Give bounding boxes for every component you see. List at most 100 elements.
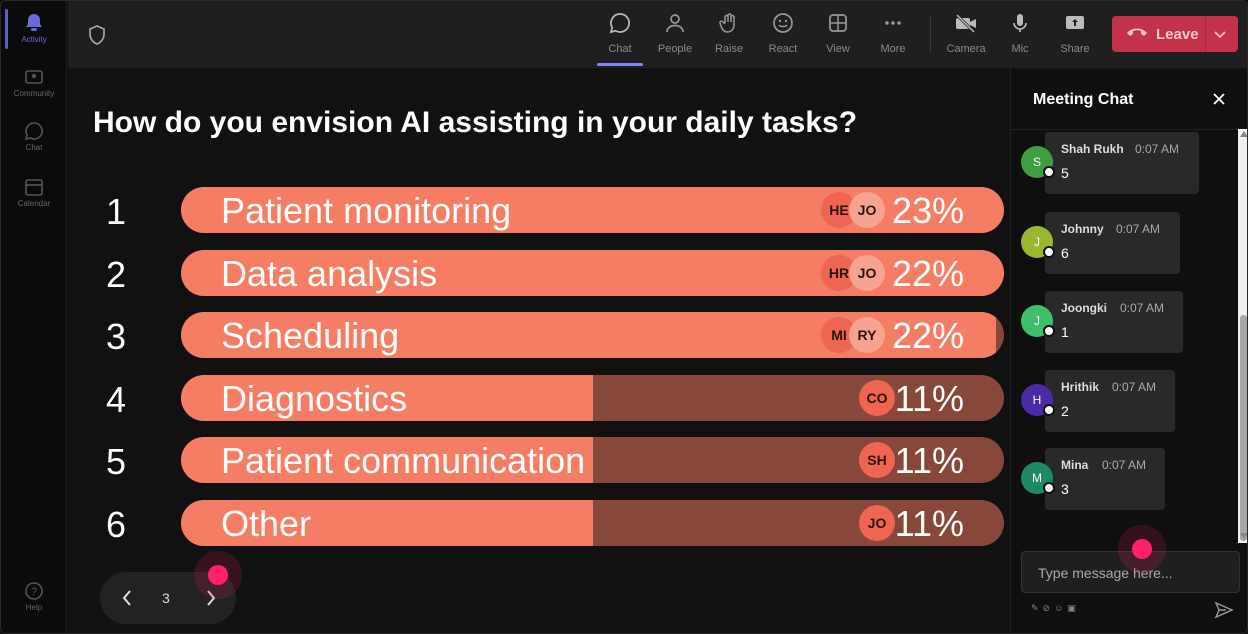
toolbar-react-button[interactable]: React xyxy=(758,11,808,61)
voter-avatar: JO xyxy=(859,505,895,541)
voter-avatar: HE xyxy=(821,192,857,228)
page-number: 3 xyxy=(162,590,170,606)
help-icon: ? xyxy=(24,581,44,601)
attach-icon[interactable]: ⊘ xyxy=(1042,603,1051,613)
poll-stage: How do you envision AI assisting in your… xyxy=(68,69,1010,633)
chat-icon xyxy=(24,121,44,141)
active-indicator xyxy=(5,9,8,49)
message-text: 6 xyxy=(1061,245,1069,261)
message-bubble: Shah Rukh 0:07 AM 5 xyxy=(1045,132,1199,194)
pointer-highlight xyxy=(1132,539,1152,559)
poll-option-label: Scheduling xyxy=(221,315,400,356)
poll-option-number: 3 xyxy=(106,316,127,357)
toolbar-mic-button[interactable]: Mic xyxy=(995,11,1045,61)
voter-avatar: SH xyxy=(859,442,895,478)
chevron-down-icon[interactable] xyxy=(1212,26,1228,47)
rail-item-help[interactable]: ? Help xyxy=(1,581,67,612)
smiley-icon xyxy=(771,11,795,35)
mic-icon xyxy=(1008,11,1032,35)
sender-name: Joongki xyxy=(1061,301,1108,315)
presence-status-icon xyxy=(1043,166,1055,178)
poll-result-bar: Scheduling MI RY 22% xyxy=(181,312,1004,358)
scroll-up-arrow[interactable] xyxy=(1240,131,1247,137)
toolbar-camera-button[interactable]: Camera xyxy=(941,11,991,61)
emoji-icon[interactable]: ☺ xyxy=(1054,603,1064,613)
chat-scrollbar[interactable] xyxy=(1238,129,1247,543)
gif-icon[interactable]: ▣ xyxy=(1067,603,1076,613)
message-timestamp: 0:07 AM xyxy=(1112,380,1157,394)
poll-option-number: 4 xyxy=(106,379,127,420)
rail-item-calendar[interactable]: Calendar xyxy=(1,177,67,208)
poll-option-row: 5 Patient communication SH 11% xyxy=(68,437,1010,483)
poll-result-fill xyxy=(181,500,593,546)
presence-status-icon xyxy=(1043,482,1055,494)
chat-message-list[interactable]: Shah Rukh 0:07 AM 5 S Johnny 0:07 AM 6 J Joongki… xyxy=(1011,129,1237,543)
community-icon xyxy=(24,67,44,87)
chat-icon xyxy=(608,11,632,35)
poll-option-percent: 11% xyxy=(894,503,964,544)
message-text: 5 xyxy=(1061,165,1069,181)
poll-option-percent: 11% xyxy=(894,378,964,419)
message-timestamp: 0:07 AM xyxy=(1120,301,1165,315)
poll-result-bar: Other JO 11% xyxy=(181,500,1004,546)
chevron-right-icon[interactable] xyxy=(202,588,220,613)
poll-option-percent: 22% xyxy=(891,253,964,294)
voter-avatar: JO xyxy=(849,192,885,228)
poll-option-percent: 11% xyxy=(894,440,964,481)
poll-result-bar: Patient monitoring HE JO 23% xyxy=(181,187,1004,233)
scroll-thumb[interactable] xyxy=(1240,315,1247,541)
poll-option-row: 6 Other JO 11% xyxy=(68,500,1010,546)
toolbar-raise-button[interactable]: Raise xyxy=(704,11,754,61)
chevron-left-icon[interactable] xyxy=(118,588,136,613)
message-timestamp: 0:07 AM xyxy=(1116,222,1161,236)
chat-message-input[interactable]: Type message here... xyxy=(1021,551,1240,593)
shield-icon[interactable] xyxy=(88,25,106,50)
poll-option-row: 4 Diagnostics CO 11% xyxy=(68,375,1010,421)
toolbar-chat-button[interactable]: Chat xyxy=(595,11,645,61)
rail-item-activity[interactable]: Activity xyxy=(1,13,67,44)
toolbar-view-button[interactable]: View xyxy=(813,11,863,61)
poll-option-row: 3 Scheduling MI RY 22% xyxy=(68,312,1010,358)
camera-off-icon xyxy=(954,11,978,35)
meeting-chat-panel: Meeting Chat Shah Rukh 0:07 AM 5 S Johnny 0:0… xyxy=(1010,69,1247,633)
poll-result-bar: Diagnostics CO 11% xyxy=(181,375,1004,421)
poll-result-fill xyxy=(181,375,593,421)
close-icon[interactable] xyxy=(1211,91,1227,112)
scroll-down-arrow[interactable] xyxy=(1240,533,1247,539)
rail-item-chat[interactable]: Chat xyxy=(1,121,67,152)
send-icon[interactable] xyxy=(1214,601,1234,624)
sender-name: Mina xyxy=(1061,458,1089,472)
voter-avatar: JO xyxy=(849,255,885,291)
toolbar-share-button[interactable]: Share xyxy=(1050,11,1100,61)
poll-option-percent: 23% xyxy=(891,190,964,231)
message-timestamp: 0:07 AM xyxy=(1102,458,1147,472)
bell-icon xyxy=(24,13,44,33)
poll-option-number: 1 xyxy=(106,191,127,232)
poll-result-fill xyxy=(181,437,593,483)
sender-name: Hrithik xyxy=(1061,380,1100,394)
poll-result-bar: Data analysis HR JO 22% xyxy=(181,250,1004,296)
share-icon xyxy=(1063,11,1087,35)
poll-question: How do you envision AI assisting in your… xyxy=(93,106,858,139)
more-icon xyxy=(881,11,905,35)
presence-status-icon xyxy=(1043,404,1055,416)
toolbar-more-button[interactable]: More xyxy=(868,11,918,61)
toolbar-separator xyxy=(930,17,931,53)
message-timestamp: 0:07 AM xyxy=(1135,142,1180,156)
message-text: 1 xyxy=(1061,324,1069,340)
avatar[interactable]: J xyxy=(1021,226,1053,258)
poll-result-bar: Patient communication SH 11% xyxy=(181,437,1004,483)
people-icon xyxy=(663,11,687,35)
rail-item-community[interactable]: Community xyxy=(1,67,67,98)
poll-option-number: 2 xyxy=(106,254,127,295)
poll-option-label: Diagnostics xyxy=(221,378,408,419)
format-icon[interactable]: ✎ xyxy=(1031,603,1039,613)
grid-icon xyxy=(826,11,850,35)
poll-option-row: 1 Patient monitoring HE JO 23% xyxy=(68,187,1010,233)
poll-option-label: Other xyxy=(221,503,312,544)
leave-button[interactable]: Leave xyxy=(1112,16,1238,52)
toolbar-people-button[interactable]: People xyxy=(650,11,700,61)
presence-status-icon xyxy=(1043,246,1055,258)
sender-name: Johnny xyxy=(1061,222,1104,236)
